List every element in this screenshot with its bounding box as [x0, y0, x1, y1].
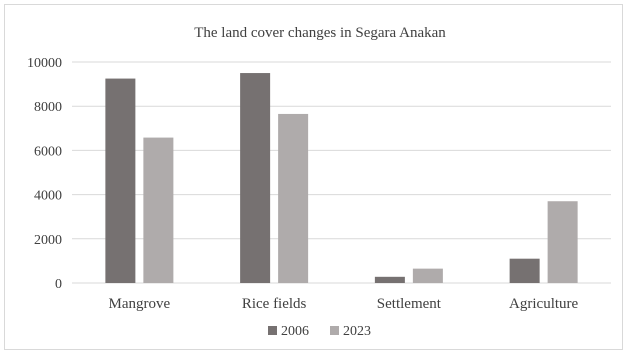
x-tick-label: Agriculture: [509, 296, 578, 312]
bar-2023-agriculture: [547, 201, 578, 283]
x-tick-label: Rice fields: [242, 296, 307, 312]
bar-2006-rice-fields: [240, 73, 271, 283]
x-tick-label: Mangrove: [109, 296, 171, 312]
legend: 2006 2023: [268, 324, 371, 339]
x-tick-label: Settlement: [377, 296, 442, 312]
y-axis-ticks: 0 2000 4000 6000 8000 10000: [27, 56, 62, 292]
bar-2006-agriculture: [509, 258, 540, 283]
bars: [105, 73, 578, 283]
legend-swatch-2023: [330, 326, 339, 335]
y-tick-label: 6000: [34, 144, 62, 159]
y-tick-label: 4000: [34, 189, 62, 204]
bar-2023-settlement: [412, 268, 443, 283]
bar-2023-rice-fields: [278, 113, 309, 283]
y-tick-label: 2000: [34, 233, 62, 248]
y-tick-label: 0: [55, 277, 62, 292]
chart-title: The land cover changes in Segara Anakan: [194, 25, 446, 41]
y-tick-label: 8000: [34, 100, 62, 115]
x-axis-ticks: Mangrove Rice fields Settlement Agriculture: [109, 296, 579, 312]
legend-label-2023: 2023: [343, 324, 371, 339]
legend-swatch-2006: [268, 326, 277, 335]
bar-2023-mangrove: [143, 137, 174, 283]
y-tick-label: 10000: [27, 56, 62, 71]
bar-2006-settlement: [374, 276, 405, 283]
bar-2006-mangrove: [105, 78, 136, 283]
legend-label-2006: 2006: [281, 324, 309, 339]
